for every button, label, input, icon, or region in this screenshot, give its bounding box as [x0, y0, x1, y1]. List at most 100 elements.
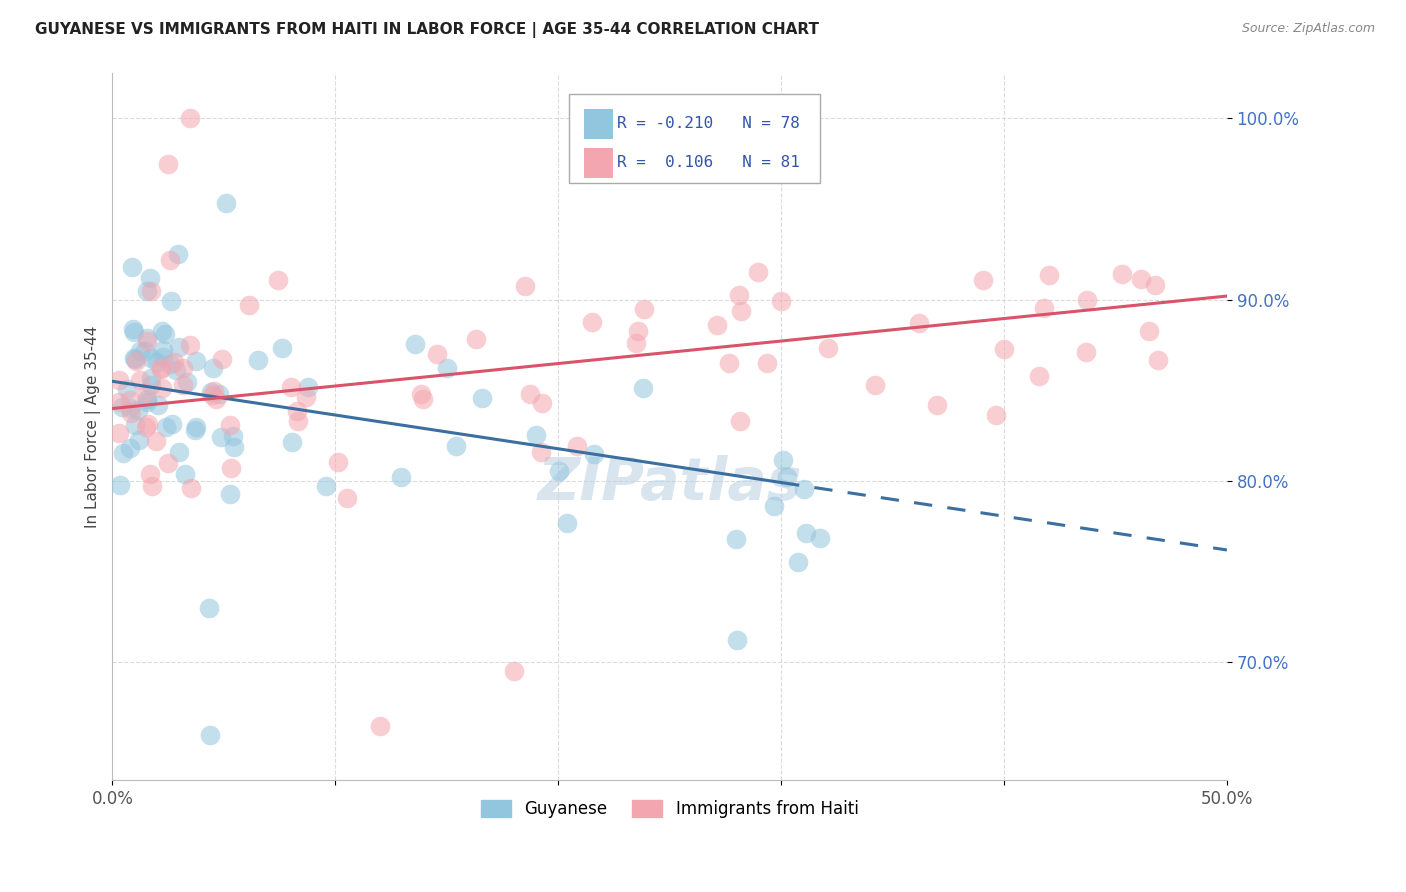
- Point: [315, 479, 337, 493]
- Point: [160, 417, 183, 431]
- Point: [530, 396, 553, 410]
- Point: [436, 360, 458, 375]
- Point: [426, 347, 449, 361]
- Point: [165, 363, 187, 377]
- Point: [993, 343, 1015, 357]
- Point: [211, 352, 233, 367]
- Point: [219, 460, 242, 475]
- Point: [972, 273, 994, 287]
- Point: [179, 337, 201, 351]
- Point: [776, 470, 799, 484]
- Point: [247, 353, 270, 368]
- Point: [631, 381, 654, 395]
- Point: [706, 318, 728, 332]
- Point: [219, 487, 242, 501]
- Point: [581, 315, 603, 329]
- Point: [280, 379, 302, 393]
- Point: [128, 433, 150, 447]
- Point: [186, 354, 208, 368]
- Point: [121, 260, 143, 274]
- Point: [271, 341, 294, 355]
- Point: [172, 377, 194, 392]
- Point: [152, 350, 174, 364]
- Point: [513, 279, 536, 293]
- Point: [122, 351, 145, 366]
- Point: [157, 156, 180, 170]
- Point: [155, 326, 177, 341]
- Point: [136, 284, 159, 298]
- Point: [160, 293, 183, 308]
- Point: [747, 265, 769, 279]
- Point: [1038, 268, 1060, 282]
- Point: [145, 434, 167, 449]
- Text: R = -0.210   N = 78: R = -0.210 N = 78: [617, 117, 800, 131]
- Point: [565, 439, 588, 453]
- Point: [198, 728, 221, 742]
- Point: [287, 414, 309, 428]
- Text: ZIPatlas: ZIPatlas: [537, 455, 801, 512]
- Point: [202, 384, 225, 398]
- Point: [115, 382, 138, 396]
- Point: [141, 284, 163, 298]
- Point: [201, 388, 224, 402]
- Point: [1033, 301, 1056, 316]
- Point: [1028, 369, 1050, 384]
- Point: [139, 467, 162, 482]
- Point: [238, 297, 260, 311]
- Point: [1137, 324, 1160, 338]
- Point: [717, 356, 740, 370]
- Point: [925, 398, 948, 412]
- Point: [548, 464, 571, 478]
- Point: [198, 601, 221, 615]
- Point: [122, 322, 145, 336]
- Point: [1143, 278, 1166, 293]
- Point: [118, 401, 141, 415]
- Point: [150, 381, 173, 395]
- Point: [281, 434, 304, 449]
- Point: [530, 445, 553, 459]
- Point: [184, 420, 207, 434]
- Point: [502, 665, 524, 679]
- Point: [108, 374, 131, 388]
- Point: [172, 361, 194, 376]
- Point: [108, 394, 131, 409]
- Point: [166, 247, 188, 261]
- Point: [139, 271, 162, 285]
- Point: [141, 377, 163, 392]
- Point: [626, 336, 648, 351]
- Point: [127, 403, 149, 417]
- Point: [267, 272, 290, 286]
- Point: [150, 324, 173, 338]
- Point: [135, 334, 157, 348]
- Point: [149, 360, 172, 375]
- Point: [222, 441, 245, 455]
- Point: [1111, 268, 1133, 282]
- Point: [163, 355, 186, 369]
- Point: [770, 293, 793, 308]
- Point: [156, 819, 179, 833]
- Point: [728, 414, 751, 428]
- Point: [135, 385, 157, 400]
- Point: [124, 417, 146, 432]
- Y-axis label: In Labor Force | Age 35-44: In Labor Force | Age 35-44: [86, 326, 101, 528]
- Text: GUYANESE VS IMMIGRANTS FROM HAITI IN LABOR FORCE | AGE 35-44 CORRELATION CHART: GUYANESE VS IMMIGRANTS FROM HAITI IN LAB…: [35, 22, 820, 38]
- Point: [120, 406, 142, 420]
- Point: [207, 387, 229, 401]
- Point: [725, 633, 748, 648]
- Point: [209, 430, 232, 444]
- FancyBboxPatch shape: [583, 109, 613, 139]
- Point: [111, 400, 134, 414]
- Point: [725, 532, 748, 546]
- Point: [118, 441, 141, 455]
- Point: [555, 516, 578, 530]
- Point: [285, 404, 308, 418]
- Point: [156, 456, 179, 470]
- Point: [1076, 344, 1098, 359]
- Point: [201, 361, 224, 376]
- Point: [135, 395, 157, 409]
- Point: [222, 428, 245, 442]
- Point: [627, 324, 650, 338]
- Point: [763, 499, 786, 513]
- Point: [409, 387, 432, 401]
- Point: [389, 470, 412, 484]
